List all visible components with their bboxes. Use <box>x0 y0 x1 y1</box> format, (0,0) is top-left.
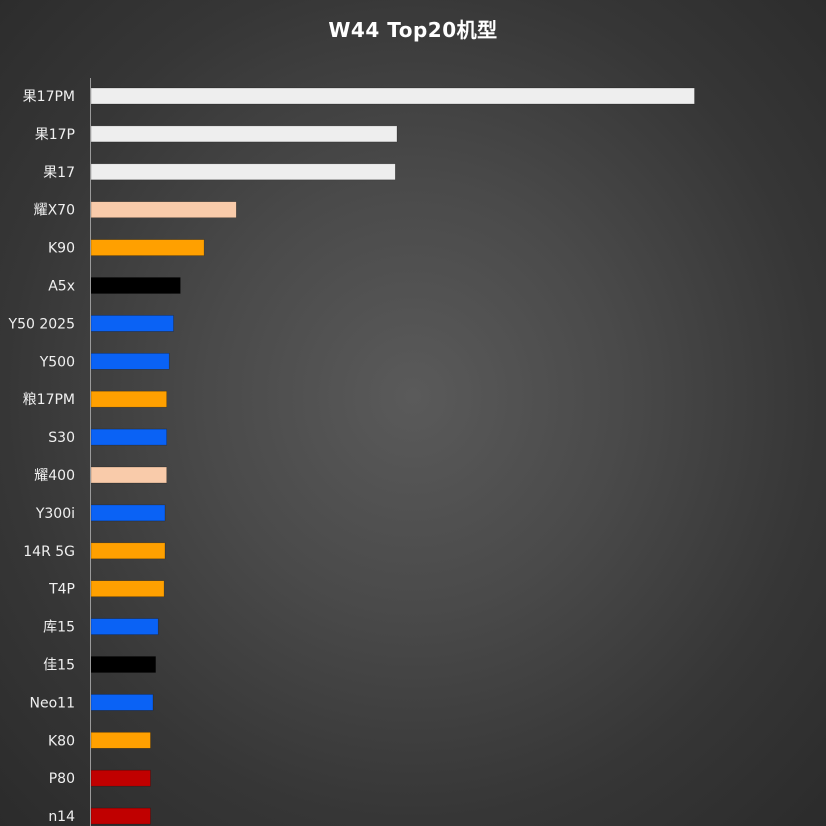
category-label-12: Y300i <box>35 506 75 522</box>
category-label-15: 库15 <box>43 620 75 636</box>
bar-14 <box>90 580 165 598</box>
category-label-8: Y500 <box>39 354 75 370</box>
category-label-3: 果17 <box>43 165 75 181</box>
category-label-6: A5x <box>48 279 75 295</box>
category-labels: 果17PM 果17P 果17 耀X70 K90 A5x Y50 2025 Y500 粮17PM S… <box>8 89 76 825</box>
bar-17 <box>90 694 154 711</box>
category-label-11: 耀400 <box>34 468 75 484</box>
bar-3 <box>90 163 396 181</box>
category-label-9: 粮17PM <box>23 392 75 408</box>
bar-20 <box>90 807 151 825</box>
category-label-1: 果17PM <box>23 89 75 105</box>
bar-13 <box>90 542 166 560</box>
bar-4 <box>90 201 237 218</box>
chart-title: W44 Top20机型 <box>328 18 498 42</box>
category-label-13: 14R 5G <box>23 544 75 560</box>
category-label-20: n14 <box>48 809 75 825</box>
bar-2 <box>90 125 398 143</box>
category-label-5: K90 <box>48 241 75 257</box>
category-label-16: 佳15 <box>43 658 75 674</box>
bar-16 <box>90 656 156 673</box>
bar-12 <box>90 504 166 522</box>
category-label-18: K80 <box>48 733 75 749</box>
bar-6 <box>90 277 181 294</box>
bars-layer <box>90 87 695 825</box>
category-label-14: T4P <box>48 582 75 598</box>
bar-8 <box>90 352 170 370</box>
category-label-4: 耀X70 <box>34 203 75 219</box>
bar-19 <box>90 769 151 787</box>
bar-9 <box>90 390 167 408</box>
bar-15 <box>90 618 159 635</box>
bar-10 <box>90 428 167 446</box>
bar-18 <box>90 731 151 749</box>
bar-1 <box>90 87 695 105</box>
category-label-7: Y50 2025 <box>8 316 75 332</box>
category-label-19: P80 <box>49 771 75 787</box>
bar-5 <box>90 239 205 256</box>
bar-11 <box>90 466 167 484</box>
bar-7 <box>90 315 174 332</box>
category-label-10: S30 <box>48 430 75 446</box>
category-label-17: Neo11 <box>30 695 75 711</box>
category-label-2: 果17P <box>35 127 75 143</box>
